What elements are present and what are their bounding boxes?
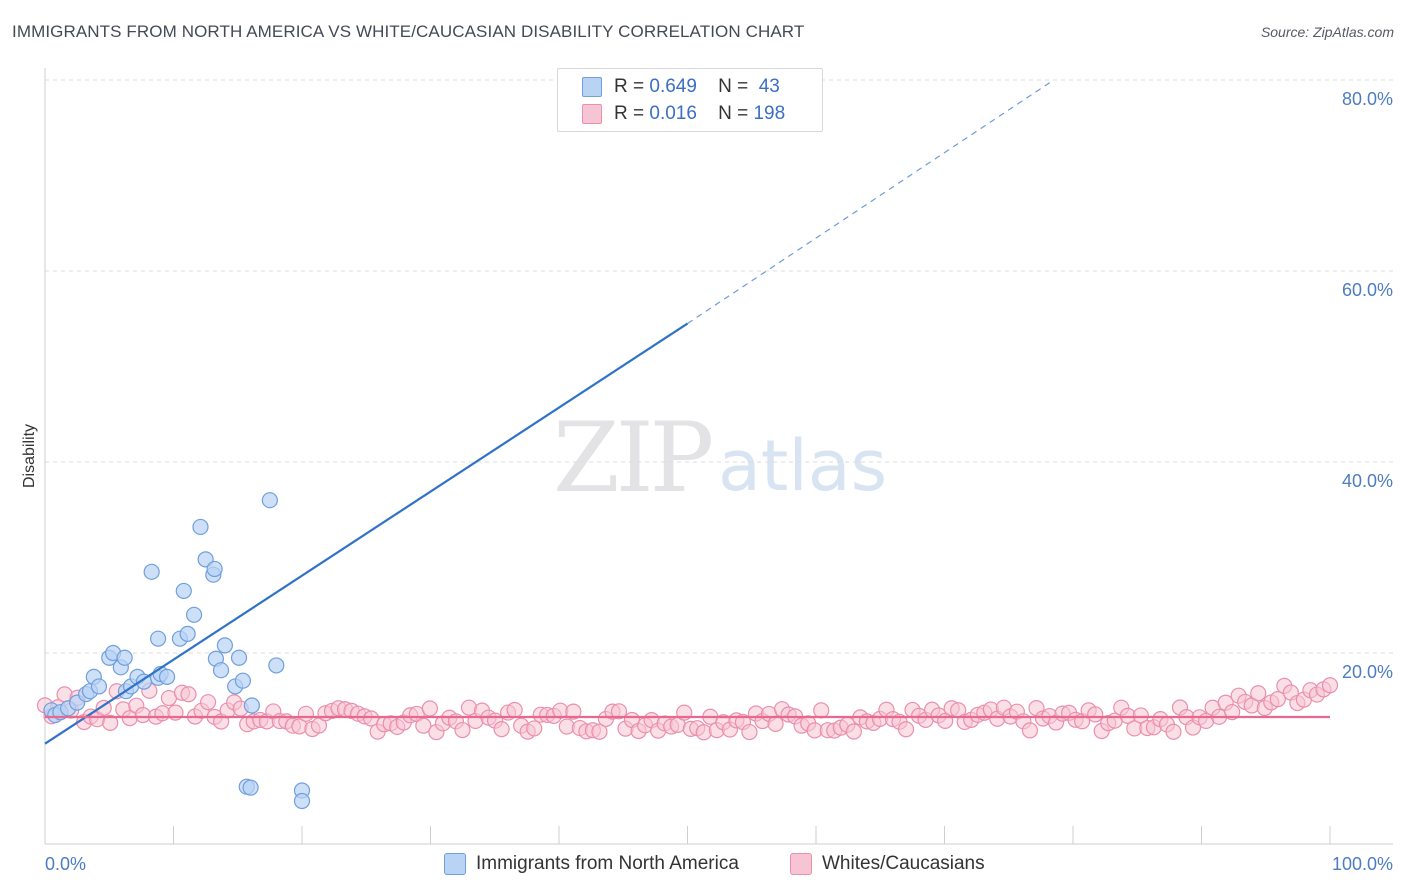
y-tick-label: 40.0% (1342, 471, 1393, 491)
immigrants-point (268, 657, 285, 674)
trend-layer (44, 79, 1330, 745)
whites-point (506, 701, 523, 719)
whites-point (1087, 706, 1104, 723)
whites-point (526, 720, 543, 737)
legend-row-immigrants: R = 0.649 N = 43 (582, 75, 780, 99)
legend-r-value: 0.649 (649, 76, 697, 97)
immigrants-point (234, 672, 251, 689)
whites-point (454, 721, 471, 739)
whites-point (767, 715, 784, 732)
chart-title: IMMIGRANTS FROM NORTH AMERICA VS WHITE/C… (12, 22, 805, 41)
whites-point (845, 723, 862, 740)
whites-point (813, 702, 830, 719)
whites-points-layer (36, 677, 1339, 741)
watermark-atlas: atlas (718, 425, 888, 507)
legend-swatch-pink (582, 104, 602, 124)
bottom-legend-swatch-pink (790, 853, 812, 875)
legend-r-label: R = (614, 76, 645, 97)
whites-point (1321, 677, 1339, 694)
whites-point (1224, 704, 1241, 721)
whites-point (1165, 723, 1182, 740)
immigrants-point (175, 582, 192, 600)
whites-point (180, 686, 197, 703)
whites-point (199, 694, 217, 711)
immigrants-point (90, 678, 108, 695)
bottom-legend-label: Immigrants from North America (476, 853, 739, 874)
axis-layer: 20.0% 40.0% 60.0% 80.0% 0.0% 100.0% (44, 68, 1393, 874)
legend-r-label: R = (614, 103, 645, 124)
whites-point (610, 703, 628, 720)
x-tick-label: 100.0% (1332, 854, 1393, 874)
immigrants-trend-line (44, 322, 689, 745)
watermark-zip: ZIP (553, 402, 714, 514)
immigrants-point (185, 606, 203, 623)
whites-point (591, 723, 608, 740)
whites-point (493, 721, 510, 738)
source-label: Source: ZipAtlas.com (1260, 24, 1394, 40)
whites-point (102, 714, 119, 732)
legend-box: R = 0.649 N = 43 R = 0.016 N = 198 (557, 68, 823, 132)
whites-point (1132, 707, 1149, 724)
whites-point (741, 723, 758, 741)
immigrants-point (243, 697, 260, 714)
y-tick-label: 80.0% (1342, 89, 1393, 109)
bottom-legend-label: Whites/Caucasians (822, 853, 985, 874)
immigrants-point (149, 630, 167, 647)
immigrants-point (158, 668, 176, 685)
whites-point (460, 699, 478, 716)
whites-point (297, 705, 315, 722)
whites-point (415, 717, 432, 734)
immigrants-trend-extension (687, 79, 1055, 325)
legend-r-value: 0.016 (649, 103, 697, 124)
immigrants-point (261, 492, 278, 509)
legend-n-value: 43 (753, 76, 780, 97)
x-tick-label: 0.0% (45, 854, 86, 874)
y-axis-label: Disability (21, 424, 38, 488)
immigrants-point (216, 637, 233, 654)
y-tick-label: 60.0% (1342, 280, 1393, 300)
whites-point (1250, 685, 1267, 702)
whites-point (1021, 722, 1039, 739)
immigrants-point (212, 662, 230, 679)
bottom-legend-immigrants: Immigrants from North America (444, 851, 739, 877)
immigrants-point (116, 649, 133, 666)
immigrants-point (143, 563, 160, 580)
immigrants-point (230, 649, 248, 666)
immigrants-point (192, 518, 209, 536)
immigrants-point (242, 779, 259, 796)
legend-n-label: N = (718, 76, 749, 97)
grid-layer (45, 79, 1393, 654)
whites-point (897, 721, 915, 738)
immigrants-point (293, 792, 311, 810)
whites-point (421, 700, 438, 717)
legend-row-whites: R = 0.016 N = 198 (582, 102, 785, 126)
bottom-legend-whites: Whites/Caucasians (790, 851, 985, 877)
legend-n-label: N = (718, 103, 749, 124)
immigrants-points-layer (43, 492, 311, 810)
y-tick-label: 20.0% (1342, 662, 1393, 682)
legend-swatch-blue (582, 77, 602, 97)
immigrants-point (179, 625, 196, 643)
bottom-legend-swatch-blue (444, 853, 466, 875)
whites-point (565, 703, 582, 720)
legend-n-value: 198 (753, 103, 786, 124)
whites-point (1269, 691, 1286, 708)
immigrants-point (206, 560, 223, 578)
